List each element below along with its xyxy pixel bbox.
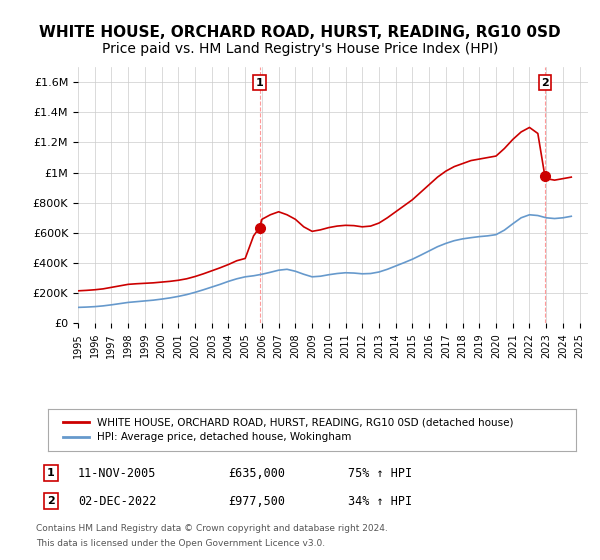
Text: Contains HM Land Registry data © Crown copyright and database right 2024.: Contains HM Land Registry data © Crown c…: [36, 524, 388, 533]
Text: 2: 2: [47, 496, 55, 506]
Legend: WHITE HOUSE, ORCHARD ROAD, HURST, READING, RG10 0SD (detached house), HPI: Avera: WHITE HOUSE, ORCHARD ROAD, HURST, READIN…: [58, 413, 518, 446]
Text: 1: 1: [47, 468, 55, 478]
Text: 34% ↑ HPI: 34% ↑ HPI: [348, 494, 412, 508]
Text: 1: 1: [256, 78, 263, 87]
Text: £635,000: £635,000: [228, 466, 285, 480]
Text: Price paid vs. HM Land Registry's House Price Index (HPI): Price paid vs. HM Land Registry's House …: [102, 42, 498, 56]
Text: 02-DEC-2022: 02-DEC-2022: [78, 494, 157, 508]
Text: WHITE HOUSE, ORCHARD ROAD, HURST, READING, RG10 0SD: WHITE HOUSE, ORCHARD ROAD, HURST, READIN…: [39, 25, 561, 40]
Text: 75% ↑ HPI: 75% ↑ HPI: [348, 466, 412, 480]
Text: 2: 2: [541, 78, 549, 87]
Text: 11-NOV-2005: 11-NOV-2005: [78, 466, 157, 480]
Text: £977,500: £977,500: [228, 494, 285, 508]
Text: This data is licensed under the Open Government Licence v3.0.: This data is licensed under the Open Gov…: [36, 539, 325, 548]
